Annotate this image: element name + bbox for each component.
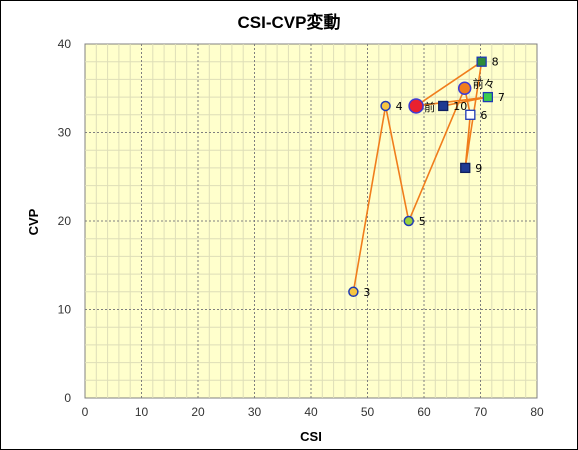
data-label-6: 6 (480, 109, 487, 122)
x-tick-label: 60 (417, 405, 431, 419)
y-tick-label: 0 (64, 391, 71, 405)
data-label-10: 10 (453, 100, 467, 113)
x-axis-title: CSI (300, 429, 322, 444)
x-tick-label: 40 (304, 405, 318, 419)
data-point-5 (403, 215, 414, 227)
data-point-4 (380, 100, 391, 112)
x-tick-label: 20 (191, 405, 205, 419)
y-tick-label: 40 (58, 37, 72, 51)
x-tick-label: 30 (248, 405, 262, 419)
data-label-5: 5 (419, 215, 426, 228)
y-tick-label: 10 (58, 303, 72, 317)
x-tick-label: 80 (530, 405, 544, 419)
data-markers (348, 56, 493, 298)
data-label-7: 7 (498, 91, 505, 104)
y-axis-title: CVP (26, 208, 41, 235)
chart-title: CSI-CVP変動 (238, 12, 341, 32)
data-point-前々 (457, 81, 472, 95)
x-tick-label: 70 (474, 405, 488, 419)
y-tick-label: 20 (58, 214, 72, 228)
data-label-前々: 前々 (473, 76, 495, 90)
data-labels: 3 4 5 67 8 9 10 前々前 (363, 56, 504, 299)
data-point-7 (482, 91, 493, 103)
x-tick-label: 0 (82, 405, 89, 419)
data-point-8 (476, 56, 487, 67)
data-label-3: 3 (363, 286, 370, 299)
series-path (352, 60, 489, 292)
data-point-前 (408, 98, 424, 114)
y-tick-label: 30 (58, 126, 72, 140)
data-point-3 (348, 286, 359, 298)
series-line (352, 60, 489, 292)
data-label-前: 前 (424, 100, 435, 114)
data-point-10 (438, 100, 449, 112)
major-gridlines (85, 44, 537, 398)
x-axis-ticks: 0 10 20 30 40 50 60 70 80 (82, 405, 544, 419)
data-label-9: 9 (475, 162, 482, 175)
data-label-4: 4 (396, 100, 403, 113)
data-point-6 (465, 109, 476, 120)
x-tick-label: 50 (361, 405, 375, 419)
data-label-8: 8 (492, 56, 499, 69)
x-tick-label: 10 (135, 405, 149, 419)
y-axis-ticks: 0 10 20 30 40 (58, 37, 72, 405)
data-point-9 (460, 162, 471, 174)
